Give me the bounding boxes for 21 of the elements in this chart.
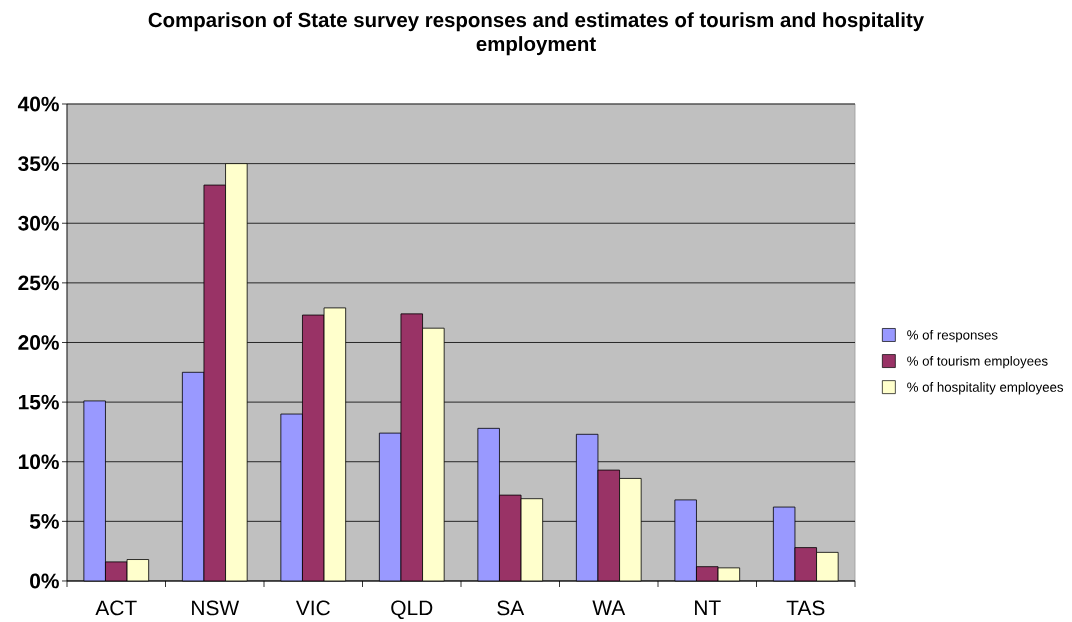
legend-label: % of hospitality employees <box>907 382 1064 395</box>
y-tick-label: 20% <box>18 335 59 350</box>
x-tick-label: SA <box>497 600 525 616</box>
x-tick-label: WA <box>592 600 626 615</box>
y-tick-label: 40% <box>17 96 59 112</box>
x-tick-label: NT <box>695 600 721 615</box>
x-tick-label: NSW <box>192 600 240 616</box>
y-tick-label: 10% <box>18 454 59 470</box>
y-tick-label: 5% <box>29 513 59 529</box>
y-tick-label: 30% <box>18 215 59 231</box>
x-tick-label: VIC <box>295 600 330 616</box>
y-tick-label: 15% <box>18 394 59 410</box>
y-tick-label: 25% <box>18 275 59 291</box>
x-tick-label: QLD <box>391 600 433 620</box>
legend-label: % of tourism employees <box>907 356 1048 369</box>
legend-label: % of responses <box>907 329 998 343</box>
y-tick-label: 0% <box>30 573 59 589</box>
y-tick-label: 35% <box>18 156 59 172</box>
x-tick-label: TAS <box>786 600 825 616</box>
x-tick-label: ACT <box>95 600 137 616</box>
chart-title: Comparison of State survey responses and estimates of tourism and hospitality employment <box>148 12 924 56</box>
